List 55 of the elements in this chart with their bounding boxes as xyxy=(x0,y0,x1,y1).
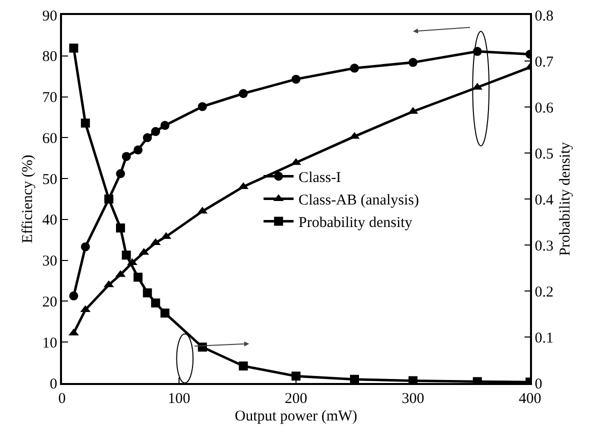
y2-tick-label: 0.6 xyxy=(534,100,554,116)
x-tick-label: 100 xyxy=(168,390,190,407)
y-tick-label: 40 xyxy=(42,212,58,229)
x-tick-label: 200 xyxy=(284,390,308,407)
y-tick-label: 90 xyxy=(42,8,58,24)
y-axis-title: Efficiency (%) xyxy=(20,154,36,244)
x-tick-label: 400 xyxy=(518,390,542,407)
x-tick-label: 300 xyxy=(402,390,424,407)
point xyxy=(116,169,125,178)
point xyxy=(350,374,359,383)
y2-tick-label: 0.5 xyxy=(534,146,554,162)
y2-tick-label: 0.8 xyxy=(534,8,554,24)
y2-tick-label: 0.4 xyxy=(534,192,554,208)
point xyxy=(134,272,143,282)
point xyxy=(142,288,152,298)
point xyxy=(134,145,143,154)
y2-tick-label: 0.3 xyxy=(534,238,554,254)
point xyxy=(198,102,207,112)
point xyxy=(292,74,300,84)
point xyxy=(142,133,152,142)
point xyxy=(122,250,131,260)
point xyxy=(292,372,300,381)
legend-label: Class-I xyxy=(298,170,342,186)
point xyxy=(160,308,170,318)
point xyxy=(151,298,160,308)
point xyxy=(104,194,114,204)
y-tick-label: 30 xyxy=(42,254,58,270)
y2-tick-label: 0.7 xyxy=(534,54,554,70)
point xyxy=(80,242,90,252)
point xyxy=(122,152,131,161)
point xyxy=(160,120,170,130)
point xyxy=(350,64,359,73)
point xyxy=(104,280,114,288)
y-tick-label: 0 xyxy=(50,376,58,392)
point xyxy=(238,89,248,98)
y-tick-label: 80 xyxy=(42,49,58,66)
point xyxy=(238,361,248,370)
point xyxy=(80,118,90,128)
x-axis-title: Output power (mW) xyxy=(234,408,358,424)
point xyxy=(69,291,78,300)
y2-axis-title: Probability density xyxy=(558,142,574,256)
point xyxy=(151,127,160,136)
point xyxy=(69,44,78,53)
point xyxy=(116,223,125,232)
y2-tick-label: 0.1 xyxy=(534,330,554,346)
point xyxy=(408,58,418,67)
y-tick-label: 60 xyxy=(42,130,58,147)
y-tick-label: 70 xyxy=(42,90,58,106)
y-tick-label: 10 xyxy=(42,335,58,352)
legend-label: Class-AB (analysis) xyxy=(298,192,419,209)
y2-tick-label: 0.2 xyxy=(534,284,554,300)
legend-label: Probability density xyxy=(298,215,413,232)
y-tick-label: 50 xyxy=(42,172,58,188)
y2-tick-label: 0 xyxy=(534,376,542,392)
y-tick-label: 20 xyxy=(42,294,58,310)
